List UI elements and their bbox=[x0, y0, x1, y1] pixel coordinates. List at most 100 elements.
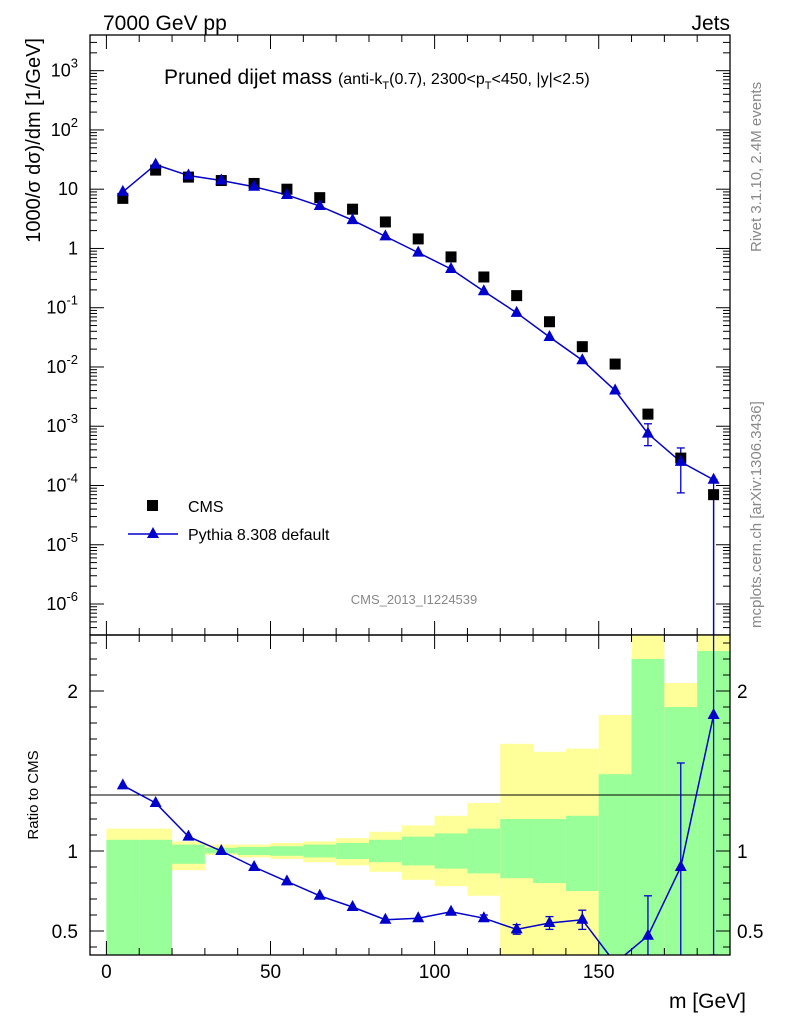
pythia-point bbox=[182, 168, 195, 180]
pythia-point bbox=[576, 353, 589, 365]
ratio-band-green bbox=[467, 828, 501, 874]
cms-point bbox=[117, 192, 129, 204]
pythia-point bbox=[116, 184, 129, 196]
lower-ytick-label-right: 0.5 bbox=[737, 922, 763, 943]
title-sub-2: (0.7), 2300<p bbox=[389, 71, 485, 88]
legend-cms-label: CMS bbox=[188, 499, 224, 516]
cms-point bbox=[511, 290, 523, 302]
pythia-point bbox=[543, 330, 556, 342]
cms-point bbox=[576, 341, 588, 353]
upper-ytick-label: 10-5 bbox=[46, 530, 78, 555]
legend-pythia-marker bbox=[147, 527, 159, 538]
lower-axis-ticks: 0.5 0.5 1 1 2 2 0 50 100 150 bbox=[52, 635, 763, 983]
title-sub-2-idx: T bbox=[485, 80, 492, 92]
pythia-point bbox=[707, 472, 720, 484]
pythia-point bbox=[510, 305, 523, 317]
upper-ytick-label: 10-1 bbox=[46, 293, 78, 318]
lower-data-layer bbox=[116, 635, 720, 955]
ratio-series-group bbox=[116, 635, 720, 955]
ratio-point bbox=[182, 829, 195, 841]
pythia-point bbox=[215, 173, 228, 185]
lower-ylabel: Ratio to CMS bbox=[25, 750, 42, 839]
title-sub-1: (anti-k bbox=[338, 71, 383, 88]
upper-ytick-label: 10-6 bbox=[46, 589, 78, 614]
chart-title: Pruned dijet mass (anti-kT(0.7), 2300<pT… bbox=[164, 66, 590, 92]
ratio-point bbox=[346, 900, 359, 911]
upper-ytick-label: 10 bbox=[58, 179, 78, 199]
ratio-band-green bbox=[533, 819, 566, 883]
pythia-point bbox=[379, 229, 392, 241]
title-sub-1-idx: T bbox=[382, 80, 389, 92]
ratio-band-green bbox=[401, 836, 435, 866]
pythia-point bbox=[445, 262, 458, 274]
upper-ytick-label: 103 bbox=[51, 56, 78, 81]
pythia-point bbox=[149, 157, 162, 169]
pythia-point bbox=[280, 187, 293, 199]
upper-ytick-label: 102 bbox=[51, 115, 78, 140]
cms-point bbox=[445, 251, 457, 263]
xtick-label: 50 bbox=[260, 962, 281, 983]
lower-ytick-label-right: 2 bbox=[737, 682, 748, 703]
cms-point bbox=[609, 358, 621, 370]
ratio-point bbox=[576, 912, 589, 924]
ratio-band-green bbox=[106, 839, 140, 955]
ratio-band-green bbox=[368, 839, 402, 863]
cms-point bbox=[642, 408, 654, 420]
ratio-band-green bbox=[139, 839, 173, 955]
ratio-point bbox=[280, 874, 293, 886]
lower-ytick-label-right: 1 bbox=[737, 842, 748, 863]
ratio-band-green bbox=[598, 774, 632, 955]
upper-data-layer bbox=[116, 157, 720, 635]
cms-point bbox=[478, 271, 490, 283]
ratio-point bbox=[707, 708, 720, 719]
cms-point bbox=[543, 316, 555, 328]
xlabel: m [GeV] bbox=[669, 990, 746, 1013]
title-main: Pruned dijet mass bbox=[164, 66, 332, 89]
ratio-band-green bbox=[172, 844, 205, 864]
cms-point bbox=[347, 203, 359, 215]
ratio-point bbox=[412, 911, 425, 923]
pythia-point bbox=[477, 284, 490, 296]
ratio-band-green bbox=[434, 833, 468, 869]
ratio-point bbox=[215, 844, 228, 855]
ratio-point bbox=[543, 916, 556, 927]
xtick-label: 100 bbox=[419, 962, 451, 983]
upper-ytick-label: 10-3 bbox=[46, 411, 78, 436]
cms-point bbox=[708, 489, 720, 501]
upper-ytick-label: 10-2 bbox=[46, 352, 78, 377]
ratio-point bbox=[510, 922, 523, 934]
pythia-point bbox=[248, 179, 261, 191]
lower-frame bbox=[89, 634, 731, 956]
ratio-point bbox=[674, 860, 687, 871]
upper-frame bbox=[89, 34, 731, 636]
lower-ytick-label-left: 0.5 bbox=[52, 922, 78, 943]
rivet-label: Rivet 3.1.10, 2.4M events bbox=[748, 82, 765, 252]
ratio-band-green bbox=[336, 843, 369, 859]
ratio-band-green bbox=[500, 819, 534, 879]
pythia-point bbox=[609, 383, 622, 395]
pythia-point bbox=[412, 245, 425, 257]
ratio-band-green bbox=[565, 815, 599, 891]
ratio-point bbox=[313, 888, 326, 900]
analysis-label: CMS_2013_I1224539 bbox=[351, 592, 478, 607]
pythia-point bbox=[641, 426, 654, 438]
mcplots-label: mcplots.cern.ch [arXiv:1306.3436] bbox=[748, 401, 765, 628]
pythia-point bbox=[674, 454, 687, 466]
ratio-band-green bbox=[270, 846, 304, 856]
ratio-point bbox=[248, 860, 261, 871]
lower-ytick-label-left: 2 bbox=[67, 682, 78, 703]
title-sub-3: <450, |y|<2.5) bbox=[491, 71, 589, 88]
ratio-band-green bbox=[237, 847, 271, 855]
ratio-point bbox=[641, 928, 654, 940]
xtick-label: 150 bbox=[583, 962, 615, 983]
ratio-bands bbox=[106, 635, 730, 955]
legend: CMS Pythia 8.308 default bbox=[128, 499, 330, 544]
cms-point bbox=[412, 233, 424, 245]
legend-pythia-label: Pythia 8.308 default bbox=[188, 527, 330, 544]
ratio-band-green bbox=[303, 844, 337, 858]
cms-point bbox=[150, 164, 162, 176]
lower-ytick-label-left: 1 bbox=[67, 842, 78, 863]
ratio-point bbox=[477, 911, 490, 923]
cms-point bbox=[379, 216, 391, 228]
